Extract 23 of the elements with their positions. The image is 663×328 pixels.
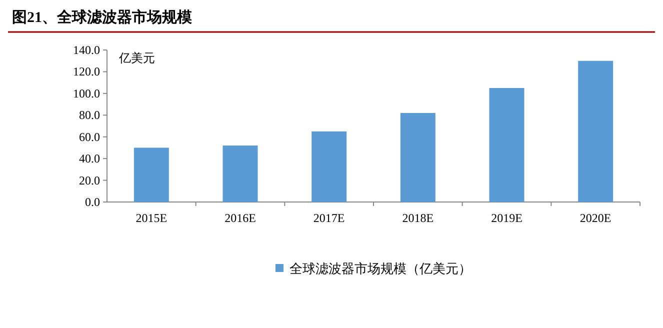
- y-tick-label: 140.0: [73, 43, 100, 57]
- x-tick-label: 2018E: [402, 211, 434, 225]
- x-tick-label: 2017E: [313, 211, 345, 225]
- y-tick-label: 40.0: [79, 152, 100, 166]
- x-tick-label: 2015E: [136, 211, 168, 225]
- x-tick-label: 2016E: [224, 211, 256, 225]
- y-tick-label: 120.0: [73, 64, 100, 79]
- bar: [134, 148, 169, 202]
- chart-title: 图21、全球滤波器市场规模: [12, 8, 193, 26]
- y-axis-title: 亿美元: [118, 51, 155, 65]
- bar: [400, 112, 436, 202]
- bar: [222, 146, 258, 202]
- y-tick-label: 20.0: [79, 173, 100, 188]
- legend-label: 全球滤波器市场规模（亿美元）: [290, 261, 472, 276]
- bar: [578, 60, 614, 202]
- x-tick-label: 2019E: [491, 211, 522, 225]
- bar: [312, 131, 347, 202]
- bar: [489, 88, 524, 202]
- y-tick-label: 80.0: [79, 108, 100, 122]
- y-tick-label: 100.0: [73, 86, 100, 100]
- x-tick-label: 2020E: [580, 211, 612, 225]
- y-tick-label: 0.0: [85, 195, 100, 209]
- y-tick-label: 60.0: [79, 130, 100, 144]
